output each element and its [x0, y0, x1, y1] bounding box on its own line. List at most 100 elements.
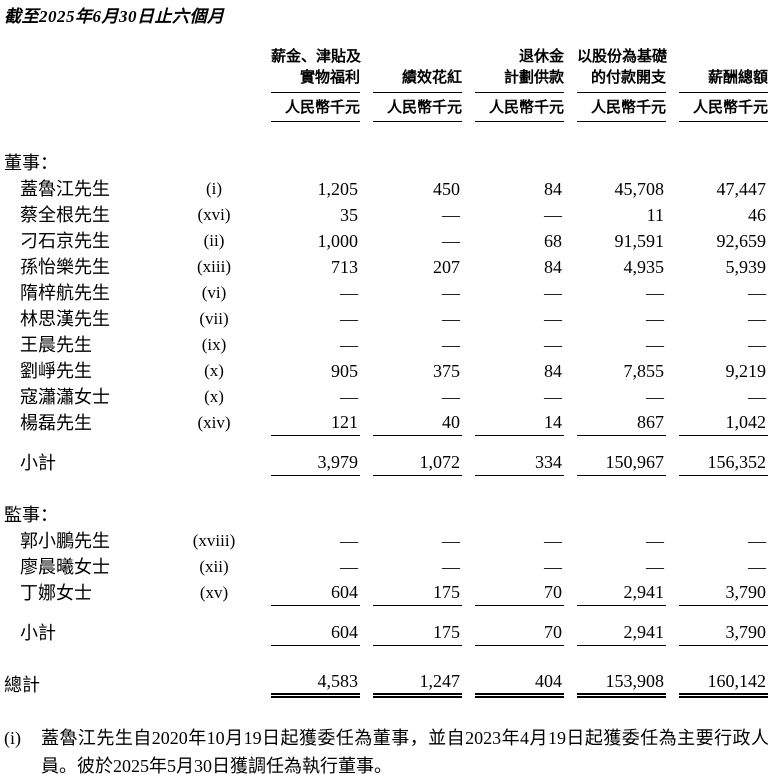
value-text: —	[646, 283, 664, 303]
person-name: 蓋魯江先生	[20, 179, 110, 199]
value-cell: —	[360, 554, 462, 580]
value-text: 84	[544, 179, 562, 199]
section-header-label: 監事：	[4, 505, 58, 525]
value-cell: —	[258, 332, 360, 358]
value-text: 4,935	[623, 257, 665, 277]
footnote: (i) 蓋魯江先生自2020年10月19日起獲委任為董事，並自2023年4月19…	[4, 724, 768, 774]
value-cell: 3,979	[258, 450, 360, 476]
person-row: 寇瀟瀟女士 (x) — — — — —	[4, 384, 768, 410]
value-cell: —	[462, 554, 564, 580]
person-name: 林思漢先生	[20, 309, 110, 329]
person-row: 隋梓航先生 (vi) — — — — —	[4, 280, 768, 306]
value-cell: 5,939	[666, 254, 768, 280]
value-text: 1,000	[317, 231, 359, 251]
value-text: —	[544, 531, 562, 551]
value-cell: 1,247	[360, 672, 462, 698]
value-text: 45,708	[614, 179, 665, 199]
value-cell: 9,219	[666, 358, 768, 384]
name-column-header	[4, 44, 170, 93]
value-text: 150,967	[577, 451, 666, 476]
value-text: 3,790	[679, 581, 768, 606]
value-cell: 1,205	[258, 176, 360, 202]
person-name: 隋梓航先生	[20, 283, 110, 303]
value-text: —	[748, 387, 766, 407]
person-row: 蔡全根先生 (xvi) 35 — — 11 46	[4, 202, 768, 228]
value-cell: —	[360, 202, 462, 228]
column-header-line: 的付款開支	[590, 70, 666, 86]
section-header-row: 董事：	[4, 150, 768, 176]
value-text: —	[442, 309, 460, 329]
spacer-row	[4, 436, 768, 450]
subtotal-row: 小計 604 175 70 2,941 3,790	[4, 620, 768, 646]
value-text: —	[646, 531, 664, 551]
person-row: 蓋魯江先生 (i) 1,205 450 84 45,708 47,447	[4, 176, 768, 202]
value-text: —	[748, 531, 766, 551]
value-cell: —	[462, 306, 564, 332]
value-cell: —	[462, 384, 564, 410]
person-name: 孫怡樂先生	[20, 257, 110, 277]
spacer-cell	[4, 476, 768, 502]
table-body: 董事： 蓋魯江先生 (i) 1,205 450 84 45,708 47,447 蔡全根先生 (x…	[4, 150, 768, 698]
column-header-total: 薪酬總額	[666, 44, 768, 93]
value-text: 1,072	[373, 451, 462, 476]
value-text: 867	[577, 411, 666, 436]
value-cell: 3,790	[666, 580, 768, 606]
value-cell: 175	[360, 580, 462, 606]
value-cell: 14	[462, 410, 564, 436]
value-cell: —	[666, 554, 768, 580]
section-header-row: 監事：	[4, 502, 768, 528]
value-text: 46	[748, 205, 766, 225]
value-cell: 40	[360, 410, 462, 436]
value-text: 84	[544, 257, 562, 277]
value-cell: 1,000	[258, 228, 360, 254]
value-cell: 45,708	[564, 176, 666, 202]
row-label: 小計	[20, 453, 56, 473]
value-cell: 91,591	[564, 228, 666, 254]
value-cell: 2,941	[564, 580, 666, 606]
unit-label: 人民幣千元	[679, 99, 768, 122]
value-text: 3,790	[679, 621, 768, 646]
value-text: —	[646, 335, 664, 355]
footnote-marker: (i)	[4, 728, 21, 748]
value-text: 121	[271, 411, 360, 436]
value-text: —	[340, 335, 358, 355]
value-text: —	[544, 335, 562, 355]
spacer-cell	[4, 606, 768, 620]
page-title: 截至2025年6月30日止六個月	[4, 7, 225, 26]
value-cell: —	[258, 554, 360, 580]
value-cell: 450	[360, 176, 462, 202]
value-cell: 70	[462, 620, 564, 646]
note-ref: (xvi)	[197, 205, 231, 224]
value-text: 156,352	[679, 451, 768, 476]
value-cell: 84	[462, 358, 564, 384]
value-cell: 153,908	[564, 672, 666, 698]
value-text: 334	[475, 451, 564, 476]
value-text: —	[748, 557, 766, 577]
value-cell: 867	[564, 410, 666, 436]
value-cell: 604	[258, 580, 360, 606]
note-ref: (xiii)	[197, 257, 231, 276]
spacer-cell	[4, 436, 768, 450]
value-cell: 92,659	[666, 228, 768, 254]
value-text: 1,042	[679, 411, 768, 436]
column-header-pension: 退休金 計劃供款	[462, 44, 564, 93]
value-text: 35	[340, 205, 358, 225]
value-cell: —	[360, 332, 462, 358]
value-text: —	[544, 283, 562, 303]
unit-row: 人民幣千元 人民幣千元 人民幣千元 人民幣千元 人民幣千元	[4, 93, 768, 122]
note-cell	[170, 620, 258, 646]
value-cell: —	[564, 528, 666, 554]
value-text: —	[340, 557, 358, 577]
person-row: 廖晨曦女士 (xii) — — — — —	[4, 554, 768, 580]
value-text: 404	[475, 672, 564, 698]
value-cell: —	[462, 280, 564, 306]
value-cell: 160,142	[666, 672, 768, 698]
value-cell: —	[666, 332, 768, 358]
value-cell: 905	[258, 358, 360, 384]
spacer-row	[4, 606, 768, 620]
value-cell: 84	[462, 254, 564, 280]
value-text: 450	[433, 179, 460, 199]
spacer-cell	[4, 646, 768, 672]
note-ref: (i)	[205, 179, 223, 198]
